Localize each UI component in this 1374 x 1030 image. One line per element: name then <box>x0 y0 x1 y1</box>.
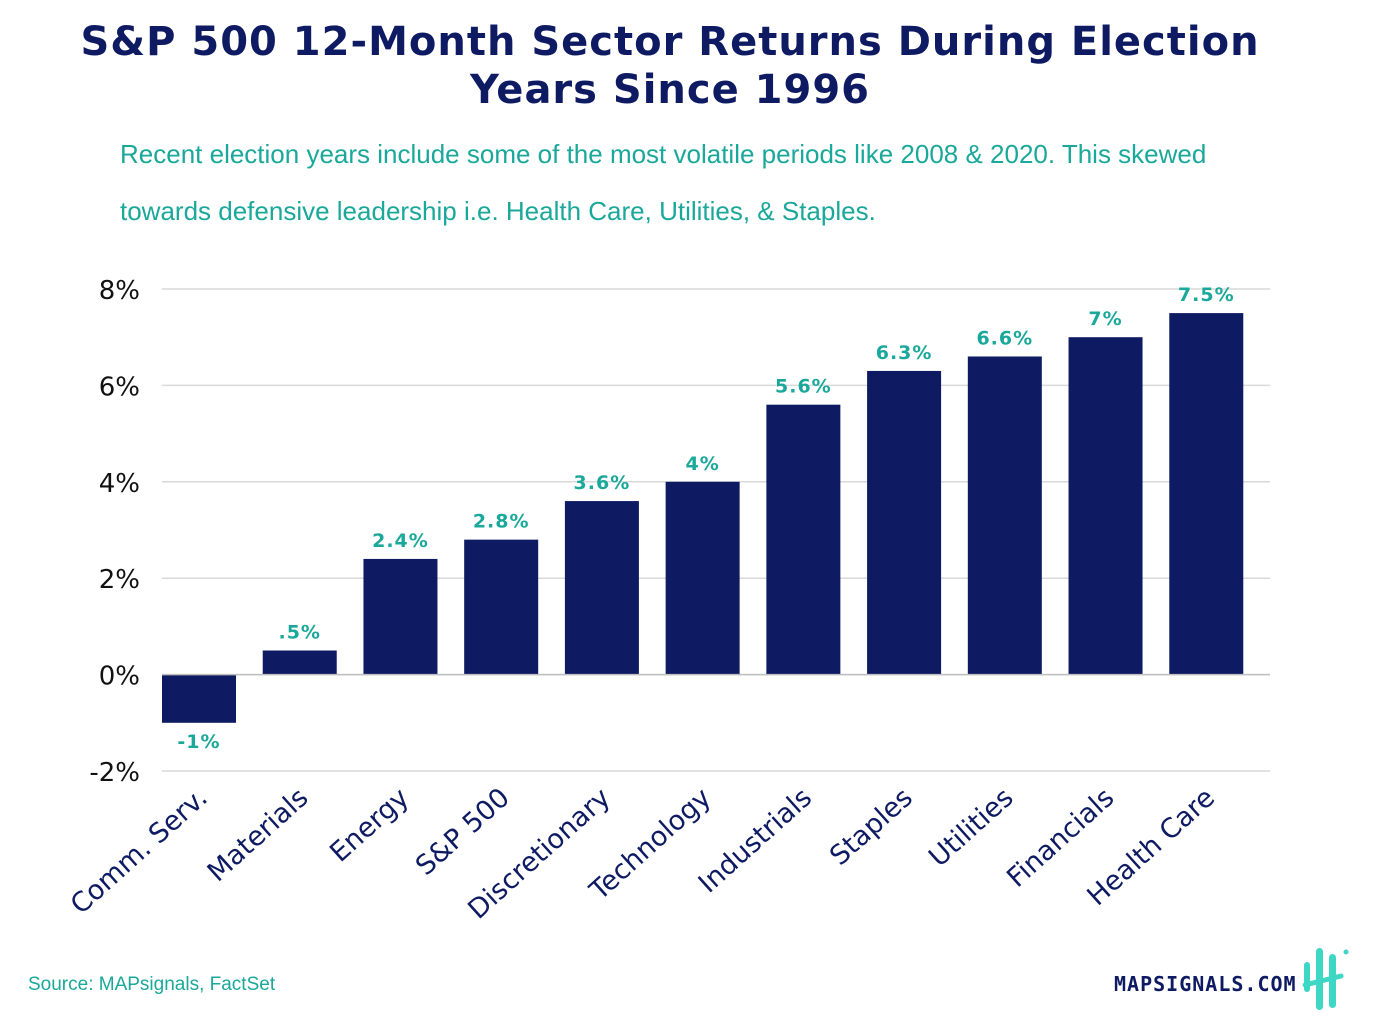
data-label: 2.4% <box>372 530 429 552</box>
bar <box>1068 337 1143 675</box>
bar <box>766 404 841 675</box>
bar <box>1169 313 1244 675</box>
data-label: 4% <box>686 453 720 475</box>
x-tick-label: Energy <box>324 782 415 868</box>
bar <box>363 558 438 675</box>
y-tick-label: 0% <box>99 662 140 692</box>
y-tick-label: 8% <box>99 276 140 306</box>
chart-title-line1: S&P 500 12-Month Sector Returns During E… <box>80 19 1260 65</box>
bar <box>162 674 236 723</box>
data-label: 3.6% <box>574 472 631 494</box>
x-tick-label: S&P 500 <box>410 782 516 882</box>
brand-link[interactable]: MAPSIGNALS.COM <box>1114 972 1297 996</box>
data-label: 6.3% <box>876 342 933 364</box>
x-tick-label: Comm. Serv. <box>65 782 214 920</box>
x-tick-label: Staples <box>824 782 919 872</box>
bar <box>262 650 337 675</box>
chart-subtitle: Recent election years include some of th… <box>120 139 1207 226</box>
x-tick-label: Materials <box>202 782 315 888</box>
data-label: 7% <box>1088 308 1122 330</box>
source-note: Source: MAPsignals, FactSet <box>28 974 276 995</box>
bar <box>967 356 1042 675</box>
data-label: .5% <box>278 622 320 644</box>
data-label: 5.6% <box>775 376 832 398</box>
y-tick-label: 4% <box>99 469 140 499</box>
bar <box>867 370 942 675</box>
bar <box>564 501 639 675</box>
chart-title: S&P 500 12-Month Sector Returns During E… <box>0 18 1340 114</box>
y-tick-label: 6% <box>99 372 140 402</box>
mapsignals-logo-icon <box>1302 948 1349 1010</box>
bar <box>464 539 539 675</box>
y-tick-label: -2% <box>89 758 140 788</box>
chart-title-line2: Years Since 1996 <box>470 67 870 113</box>
data-label: 2.8% <box>473 511 530 533</box>
data-label: -1% <box>177 731 220 753</box>
data-label: 6.6% <box>976 327 1033 349</box>
x-tick-label: Utilities <box>923 782 1019 873</box>
bar <box>665 481 740 675</box>
y-tick-label: 2% <box>99 565 140 595</box>
data-label: 7.5% <box>1178 284 1235 306</box>
